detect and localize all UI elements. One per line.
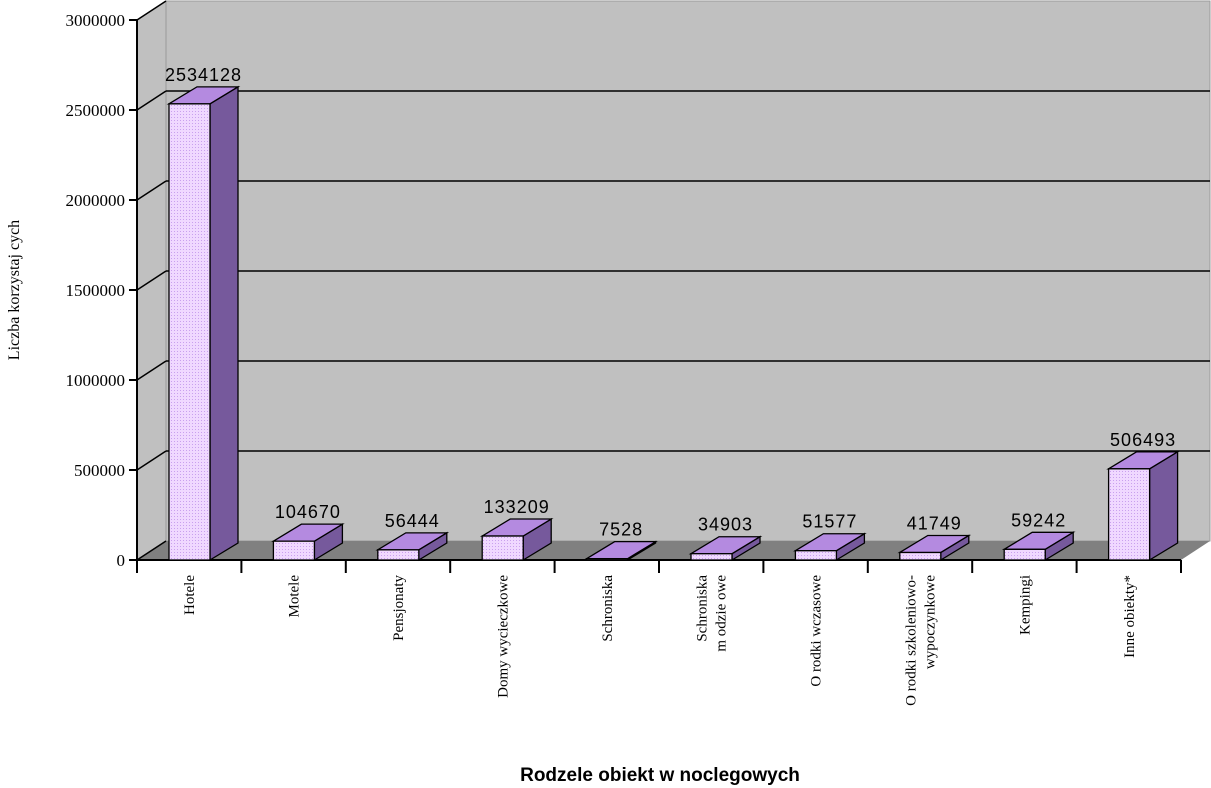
category-label: m odzie owe — [714, 575, 730, 652]
bar — [481, 535, 524, 561]
category-label: Hotele — [182, 575, 198, 615]
category-label: O rodki szkoleniowo- — [904, 575, 920, 706]
bar — [272, 540, 316, 561]
data-label: 41749 — [907, 513, 962, 533]
category-label: Schroniska — [600, 575, 616, 642]
gridline-side — [136, 180, 167, 201]
category-label: O rodki wczasowe — [809, 575, 825, 687]
y-tick-label: 500000 — [74, 461, 125, 480]
bar — [794, 550, 838, 561]
data-label: 59242 — [1011, 510, 1066, 530]
gridline-side — [136, 540, 167, 561]
y-tick-label: 1500000 — [66, 281, 126, 300]
gridline-side — [136, 360, 167, 381]
gridline-side — [136, 90, 167, 111]
x-axis-title: Rodzele obiekt w noclegowych — [520, 765, 800, 786]
y-tick-label: 3000000 — [66, 11, 126, 30]
bar — [1003, 548, 1046, 561]
chart-walls — [136, 0, 1211, 561]
category-label: Inne obiekty* — [1122, 575, 1138, 658]
y-tick-label: 2000000 — [66, 191, 126, 210]
category-label: Pensjonaty — [391, 575, 407, 641]
bar — [168, 103, 211, 561]
bar — [690, 553, 733, 561]
y-tick-label: 2500000 — [66, 101, 126, 120]
data-label: 2534128 — [165, 65, 242, 85]
category-label: wypoczynkowe — [923, 575, 939, 669]
gridline-side — [136, 0, 167, 21]
gridline-side — [136, 270, 167, 291]
data-label: 7528 — [599, 520, 643, 540]
labels: 2534128 Hotele 104670 Motele 56444 Pensjonaty… — [165, 65, 1176, 706]
bar — [585, 557, 629, 561]
data-label: 34903 — [698, 515, 753, 535]
category-label: Motele — [287, 575, 303, 618]
bars — [166, 85, 1180, 562]
data-label: 56444 — [385, 511, 440, 531]
y-tick-label: 1000000 — [66, 371, 126, 390]
category-label: Domy wycieczkowe — [495, 575, 511, 698]
data-label: 133209 — [484, 497, 550, 517]
data-label: 51577 — [802, 512, 857, 532]
category-label: Kempingi — [1017, 575, 1033, 635]
y-tick-label: 0 — [117, 551, 126, 570]
bar — [1107, 468, 1151, 561]
data-label: 104670 — [275, 502, 341, 522]
bar-side — [1148, 450, 1179, 562]
data-label: 506493 — [1110, 430, 1176, 450]
bar — [899, 551, 942, 561]
bar — [377, 549, 420, 561]
category-label: Schroniska — [695, 575, 711, 642]
gridlines — [136, 0, 1210, 561]
y-axis-title: Liczba korzystaj cych — [6, 220, 23, 360]
gridline-side — [136, 450, 167, 471]
bar-side — [209, 85, 239, 562]
